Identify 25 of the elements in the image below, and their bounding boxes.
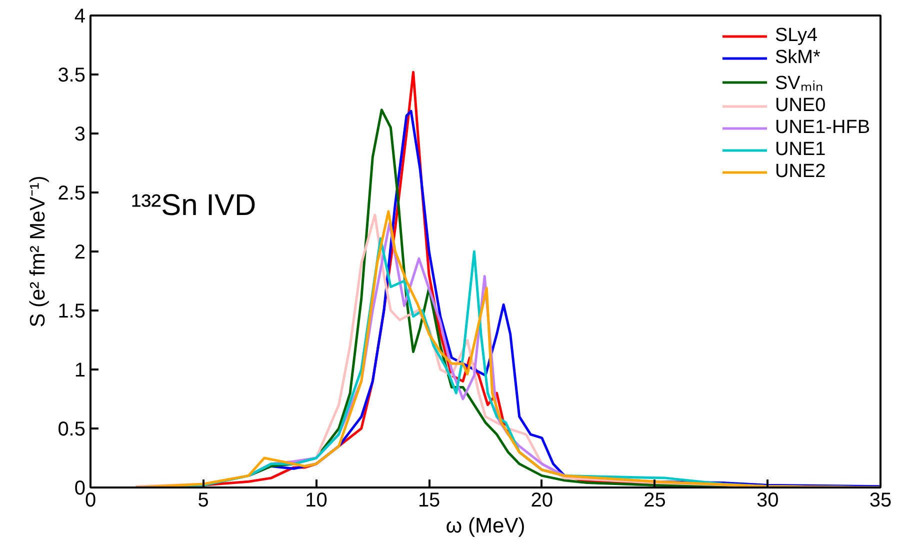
- x-tick-label: 20: [530, 490, 554, 512]
- legend-label: SLy4: [774, 25, 818, 47]
- y-tick-label: 3.5: [58, 64, 86, 86]
- y-axis-title: S (e² fm² MeV⁻¹): [26, 176, 50, 328]
- y-tick-label: 3: [74, 124, 86, 146]
- legend-label: UNE0: [774, 95, 826, 117]
- x-tick-label: 35: [869, 490, 892, 512]
- y-tick-label: 2: [74, 242, 86, 264]
- x-tick-label: 10: [305, 490, 328, 512]
- legend-label: UNE1: [774, 139, 826, 161]
- legend-label: SVₘᵢₙ: [774, 72, 824, 95]
- y-tick-label: 2.5: [58, 182, 86, 204]
- x-axis-title: ω (MeV): [446, 514, 526, 538]
- x-tick-label: 5: [198, 490, 209, 512]
- annotation: ¹³²Sn IVD: [131, 189, 256, 222]
- y-tick-label: 4: [74, 6, 86, 28]
- legend-label: UNE2: [774, 161, 826, 183]
- x-tick-label: 30: [756, 490, 779, 512]
- legend-label: SkM*: [774, 47, 820, 69]
- y-tick-label: 1.5: [58, 300, 86, 322]
- legend-label: UNE1-HFB: [774, 117, 870, 139]
- x-tick-label: 15: [418, 490, 440, 512]
- y-tick-label: 1: [74, 360, 86, 382]
- y-tick-label: 0.5: [58, 418, 86, 440]
- x-tick-label: 25: [644, 490, 666, 512]
